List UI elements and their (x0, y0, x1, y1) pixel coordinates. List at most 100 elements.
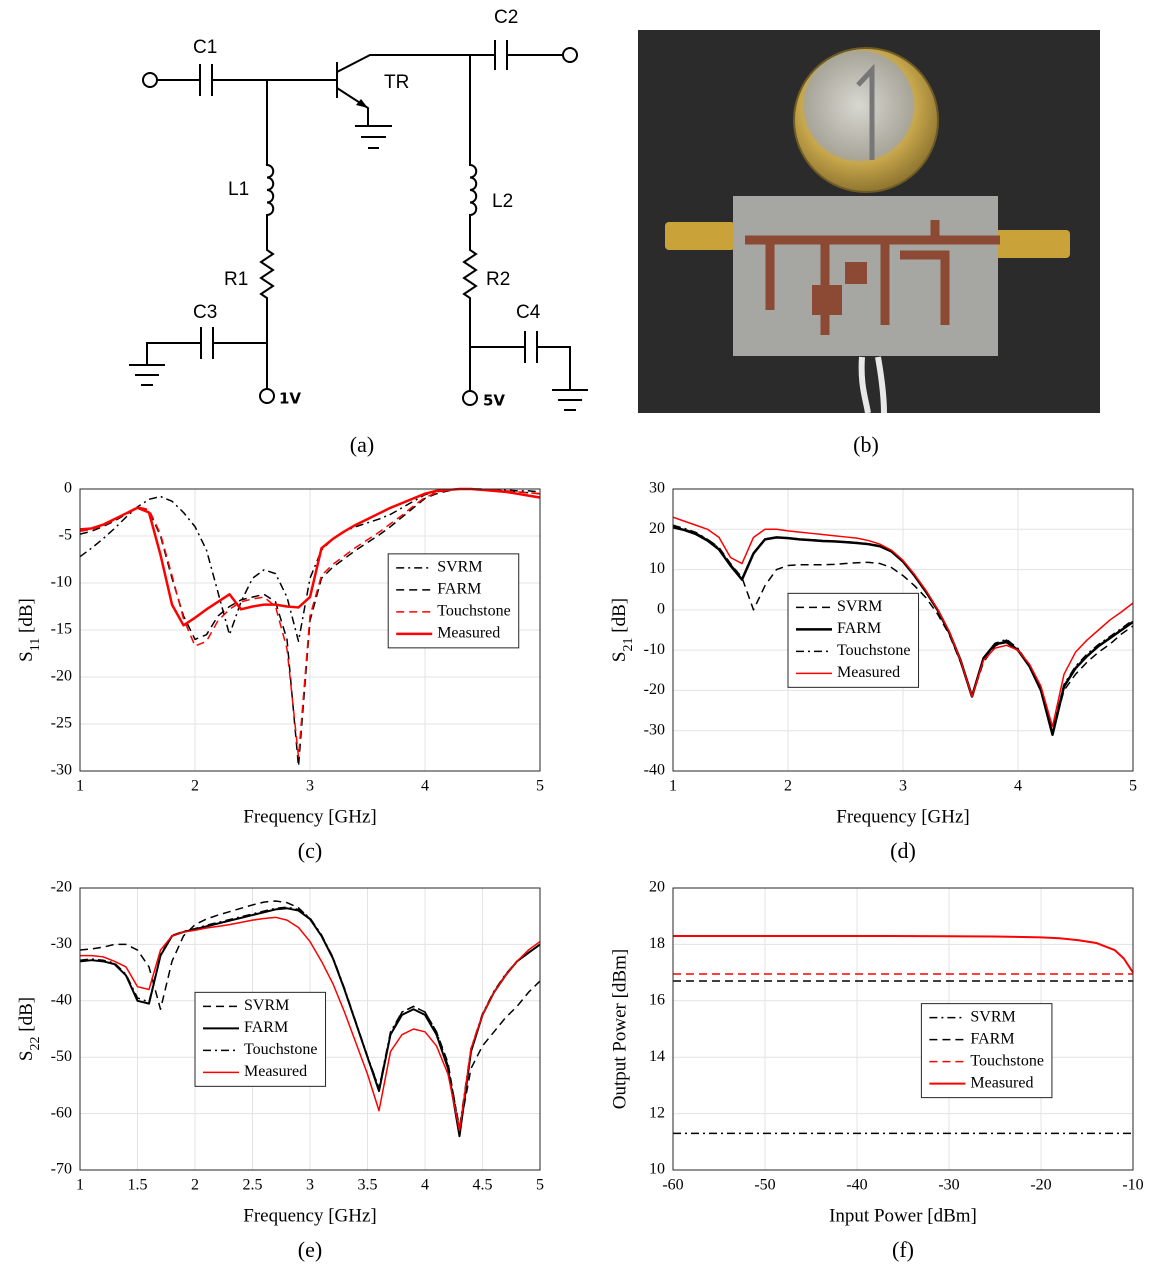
caption: (c) (298, 838, 322, 863)
legend-label: SVRM (837, 598, 882, 615)
legend-label: Touchstone (837, 642, 911, 659)
supply-label: 5V (483, 392, 505, 410)
x-axis-label: Frequency [GHz] (243, 1205, 376, 1226)
component-label: C2 (494, 7, 518, 28)
data-line (672, 516, 1134, 728)
legend-label: FARM (244, 1019, 288, 1036)
y-tick-label: 20 (649, 520, 665, 537)
y-tick-label: 0 (657, 601, 665, 618)
component-label: C1 (193, 37, 217, 58)
data-line (672, 526, 1134, 736)
y-tick-label: 10 (649, 560, 665, 577)
legend: SVRM FARM Touchstone Measured (787, 592, 920, 688)
x-tick-label: 5 (1129, 778, 1137, 795)
legend-label: Measured (970, 1074, 1033, 1091)
y-tick-label: -15 (51, 621, 72, 638)
x-tick-label: 3 (306, 1177, 314, 1194)
chart: 10 12 14 16 18 20 -60 -50 -40 -30 -20 -10 Input Powe… (609, 879, 1143, 1262)
x-tick-label: 4 (421, 1177, 429, 1194)
legend-label: Touchstone (244, 1041, 318, 1058)
y-tick-label: -5 (59, 527, 72, 544)
component-label: C4 (516, 302, 541, 323)
y-axis-label: S21 [dB] (609, 598, 635, 662)
y-tick-label: -60 (51, 1104, 72, 1121)
x-tick-label: 2 (191, 778, 199, 795)
x-tick-label: 2.5 (243, 1177, 263, 1194)
x-tick-label: 3.5 (358, 1177, 378, 1194)
x-tick-label: -60 (662, 1177, 683, 1194)
legend-label: Measured (437, 625, 500, 642)
legend-box (920, 1003, 1053, 1099)
y-tick-label: -50 (51, 1048, 72, 1065)
y-tick-label: -30 (51, 762, 72, 779)
component-label: L1 (228, 179, 249, 200)
component-label: R2 (486, 269, 510, 290)
x-axis-label: Frequency [GHz] (836, 806, 969, 827)
plot-area (673, 888, 1133, 1170)
component-label: TR (384, 72, 409, 93)
x-tick-label: 3 (306, 778, 314, 795)
data-line (672, 524, 1134, 732)
x-tick-label: 4 (1014, 778, 1022, 795)
x-tick-label: 1.5 (128, 1177, 148, 1194)
legend-box (194, 991, 327, 1087)
x-axis-label: Input Power [dBm] (829, 1205, 977, 1226)
data-line (673, 934, 1134, 974)
x-tick-label: -10 (1122, 1177, 1143, 1194)
x-tick-label: 1 (76, 1177, 84, 1194)
chart: -40 -30 -20 -10 0 10 20 30 1 2 3 4 5 Frequency [GHz] S… (609, 480, 1137, 863)
y-tick-label: -30 (644, 721, 665, 738)
legend-label: Measured (244, 1063, 307, 1080)
legend-label: Touchstone (970, 1052, 1044, 1069)
y-tick-label: -40 (644, 762, 665, 779)
x-tick-label: -50 (754, 1177, 775, 1194)
caption: (f) (892, 1237, 914, 1262)
y-tick-label: -10 (51, 574, 72, 591)
chart: -70 -60 -50 -40 -30 -20 1 1.5 2 2.5 3 3.5 4 4.5 5 Frequ… (16, 879, 544, 1262)
y-tick-label: -70 (51, 1161, 72, 1178)
legend-label: SVRM (244, 997, 289, 1014)
axes-frame (79, 887, 541, 1171)
y-tick-label: -30 (51, 935, 72, 952)
legend: SVRM FARM Touchstone Measured (920, 1003, 1053, 1099)
caption: (e) (298, 1237, 322, 1262)
y-tick-label: 30 (649, 480, 665, 497)
legend-label: FARM (970, 1030, 1014, 1047)
y-tick-label: 20 (649, 879, 665, 896)
x-tick-label: 2 (784, 778, 792, 795)
y-tick-label: -25 (51, 715, 72, 732)
y-tick-label: -20 (51, 668, 72, 685)
x-tick-label: 2 (191, 1177, 199, 1194)
y-axis-label: S22 [dB] (16, 997, 42, 1061)
x-tick-label: 3 (899, 778, 907, 795)
axes-frame (672, 887, 1134, 1171)
y-tick-label: -20 (644, 681, 665, 698)
x-tick-label: -30 (938, 1177, 959, 1194)
axes-frame (79, 488, 541, 772)
data-line (80, 916, 541, 1132)
x-tick-label: 5 (536, 778, 544, 795)
x-axis-label: Frequency [GHz] (243, 806, 376, 827)
axes-frame (672, 488, 1134, 772)
x-tick-label: 4.5 (473, 1177, 493, 1194)
legend-box (387, 553, 520, 649)
y-tick-label: -10 (644, 641, 665, 658)
legend-label: FARM (837, 620, 881, 637)
x-tick-label: -20 (1030, 1177, 1051, 1194)
y-axis-label: S11 [dB] (16, 598, 42, 662)
legend-label: Touchstone (437, 603, 511, 620)
x-tick-label: 4 (421, 778, 429, 795)
legend-label: FARM (437, 581, 481, 598)
legend-label: SVRM (437, 559, 482, 576)
y-tick-label: 10 (649, 1161, 665, 1178)
chart: -30 -25 -20 -15 -10 -5 0 1 2 3 4 5 Frequency [GHz] S1… (16, 480, 544, 863)
y-tick-label: -40 (51, 991, 72, 1008)
legend: SVRM FARM Touchstone Measured (387, 553, 520, 649)
schematic: C1 C2 TR L1 L2 R1 R2 C3 C4 1V 5V (a) (129, 7, 588, 457)
caption: (b) (853, 432, 879, 457)
legend-box (787, 592, 920, 688)
supply-label: 1V (279, 390, 301, 408)
x-tick-label: 5 (536, 1177, 544, 1194)
caption: (a) (350, 432, 374, 457)
